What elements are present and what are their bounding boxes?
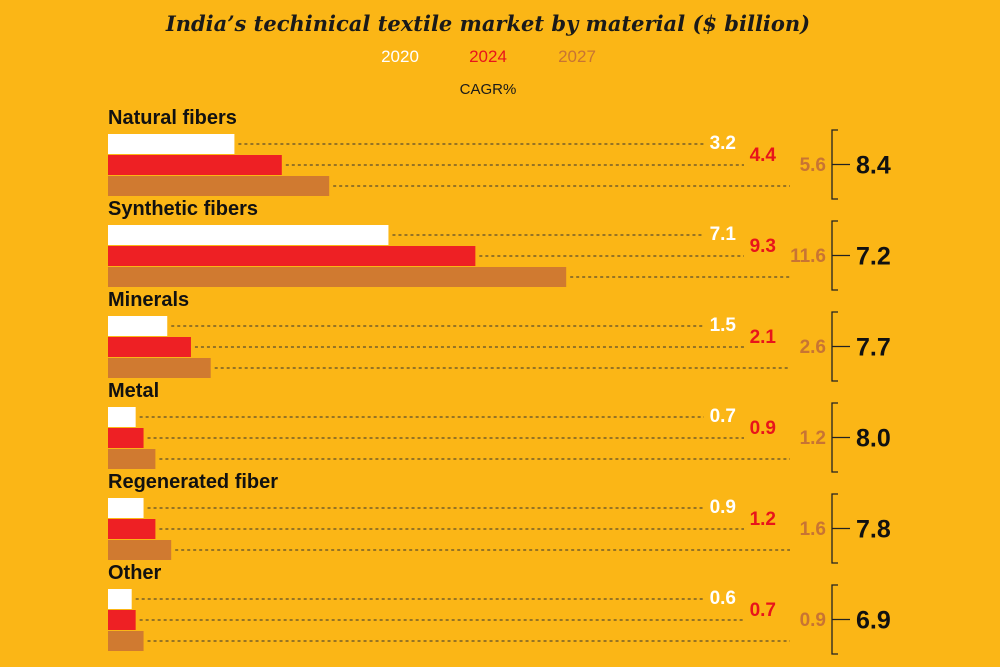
cagr-bracket-regenerated-fiber	[831, 493, 850, 564]
bar-synthetic-fibers-2020	[108, 225, 389, 245]
value-label-metal-2024: 0.9	[750, 418, 776, 439]
bar-minerals-2024	[108, 337, 191, 357]
bar-regenerated-fiber-2027	[108, 540, 172, 560]
cagr-bracket-metal	[831, 402, 850, 473]
cagr-value-metal: 8.0	[856, 425, 891, 453]
bar-other-2027	[108, 631, 144, 651]
cagr-value-minerals: 7.7	[856, 334, 891, 362]
cagr-bracket-other	[831, 584, 850, 655]
value-label-synthetic-fibers-2027: 11.6	[790, 246, 826, 267]
value-label-regenerated-fiber-2027: 1.6	[800, 519, 826, 540]
bar-regenerated-fiber-2020	[108, 498, 144, 518]
value-label-natural-fibers-2024: 4.4	[750, 145, 777, 166]
cagr-bracket-synthetic-fibers	[831, 220, 850, 291]
value-label-minerals-2020: 1.5	[710, 315, 737, 336]
bar-minerals-2027	[108, 358, 211, 378]
cagr-header: CAGR%	[460, 81, 517, 98]
cagr-value-synthetic-fibers: 7.2	[856, 243, 891, 271]
bar-natural-fibers-2024	[108, 155, 282, 175]
category-label-synthetic-fibers: Synthetic fibers	[108, 198, 258, 220]
value-label-regenerated-fiber-2020: 0.9	[710, 497, 736, 518]
bar-other-2020	[108, 589, 132, 609]
bar-regenerated-fiber-2024	[108, 519, 156, 539]
value-label-minerals-2024: 2.1	[750, 327, 777, 348]
cagr-bracket-natural-fibers	[831, 129, 850, 200]
value-label-other-2020: 0.6	[710, 588, 736, 609]
cagr-value-other: 6.9	[856, 607, 891, 635]
category-label-metal: Metal	[108, 380, 159, 402]
cagr-value-natural-fibers: 8.4	[856, 152, 891, 180]
category-label-natural-fibers: Natural fibers	[108, 107, 237, 129]
bar-synthetic-fibers-2024	[108, 246, 476, 266]
bar-minerals-2020	[108, 316, 168, 336]
chart-title: India’s techinical textile market by mat…	[165, 11, 810, 36]
value-label-synthetic-fibers-2024: 9.3	[750, 236, 776, 257]
value-label-natural-fibers-2020: 3.2	[710, 133, 736, 154]
bar-metal-2020	[108, 407, 136, 427]
cagr-bracket-minerals	[831, 311, 850, 382]
value-label-regenerated-fiber-2024: 1.2	[750, 509, 776, 530]
bar-other-2024	[108, 610, 136, 630]
plot-area: Natural fibers 3.2 4.4 5.6 8.4 Synthetic fibe…	[108, 107, 891, 655]
legend-2024: 2024	[469, 47, 507, 66]
value-label-natural-fibers-2027: 5.6	[800, 155, 826, 176]
legend-2020: 2020	[381, 47, 419, 66]
value-label-metal-2027: 1.2	[800, 428, 826, 449]
category-label-regenerated-fiber: Regenerated fiber	[108, 471, 278, 493]
legend-2027: 2027	[558, 47, 596, 66]
value-label-other-2024: 0.7	[750, 600, 776, 621]
value-label-metal-2020: 0.7	[710, 406, 736, 427]
value-label-minerals-2027: 2.6	[800, 337, 826, 358]
bar-natural-fibers-2027	[108, 176, 330, 196]
value-label-synthetic-fibers-2020: 7.1	[710, 224, 737, 245]
bar-synthetic-fibers-2027	[108, 267, 567, 287]
category-label-other: Other	[108, 562, 162, 584]
cagr-value-regenerated-fiber: 7.8	[856, 516, 891, 544]
bar-natural-fibers-2020	[108, 134, 235, 154]
category-label-minerals: Minerals	[108, 289, 189, 311]
bar-metal-2024	[108, 428, 144, 448]
bar-metal-2027	[108, 449, 156, 469]
value-label-other-2027: 0.9	[800, 610, 826, 631]
